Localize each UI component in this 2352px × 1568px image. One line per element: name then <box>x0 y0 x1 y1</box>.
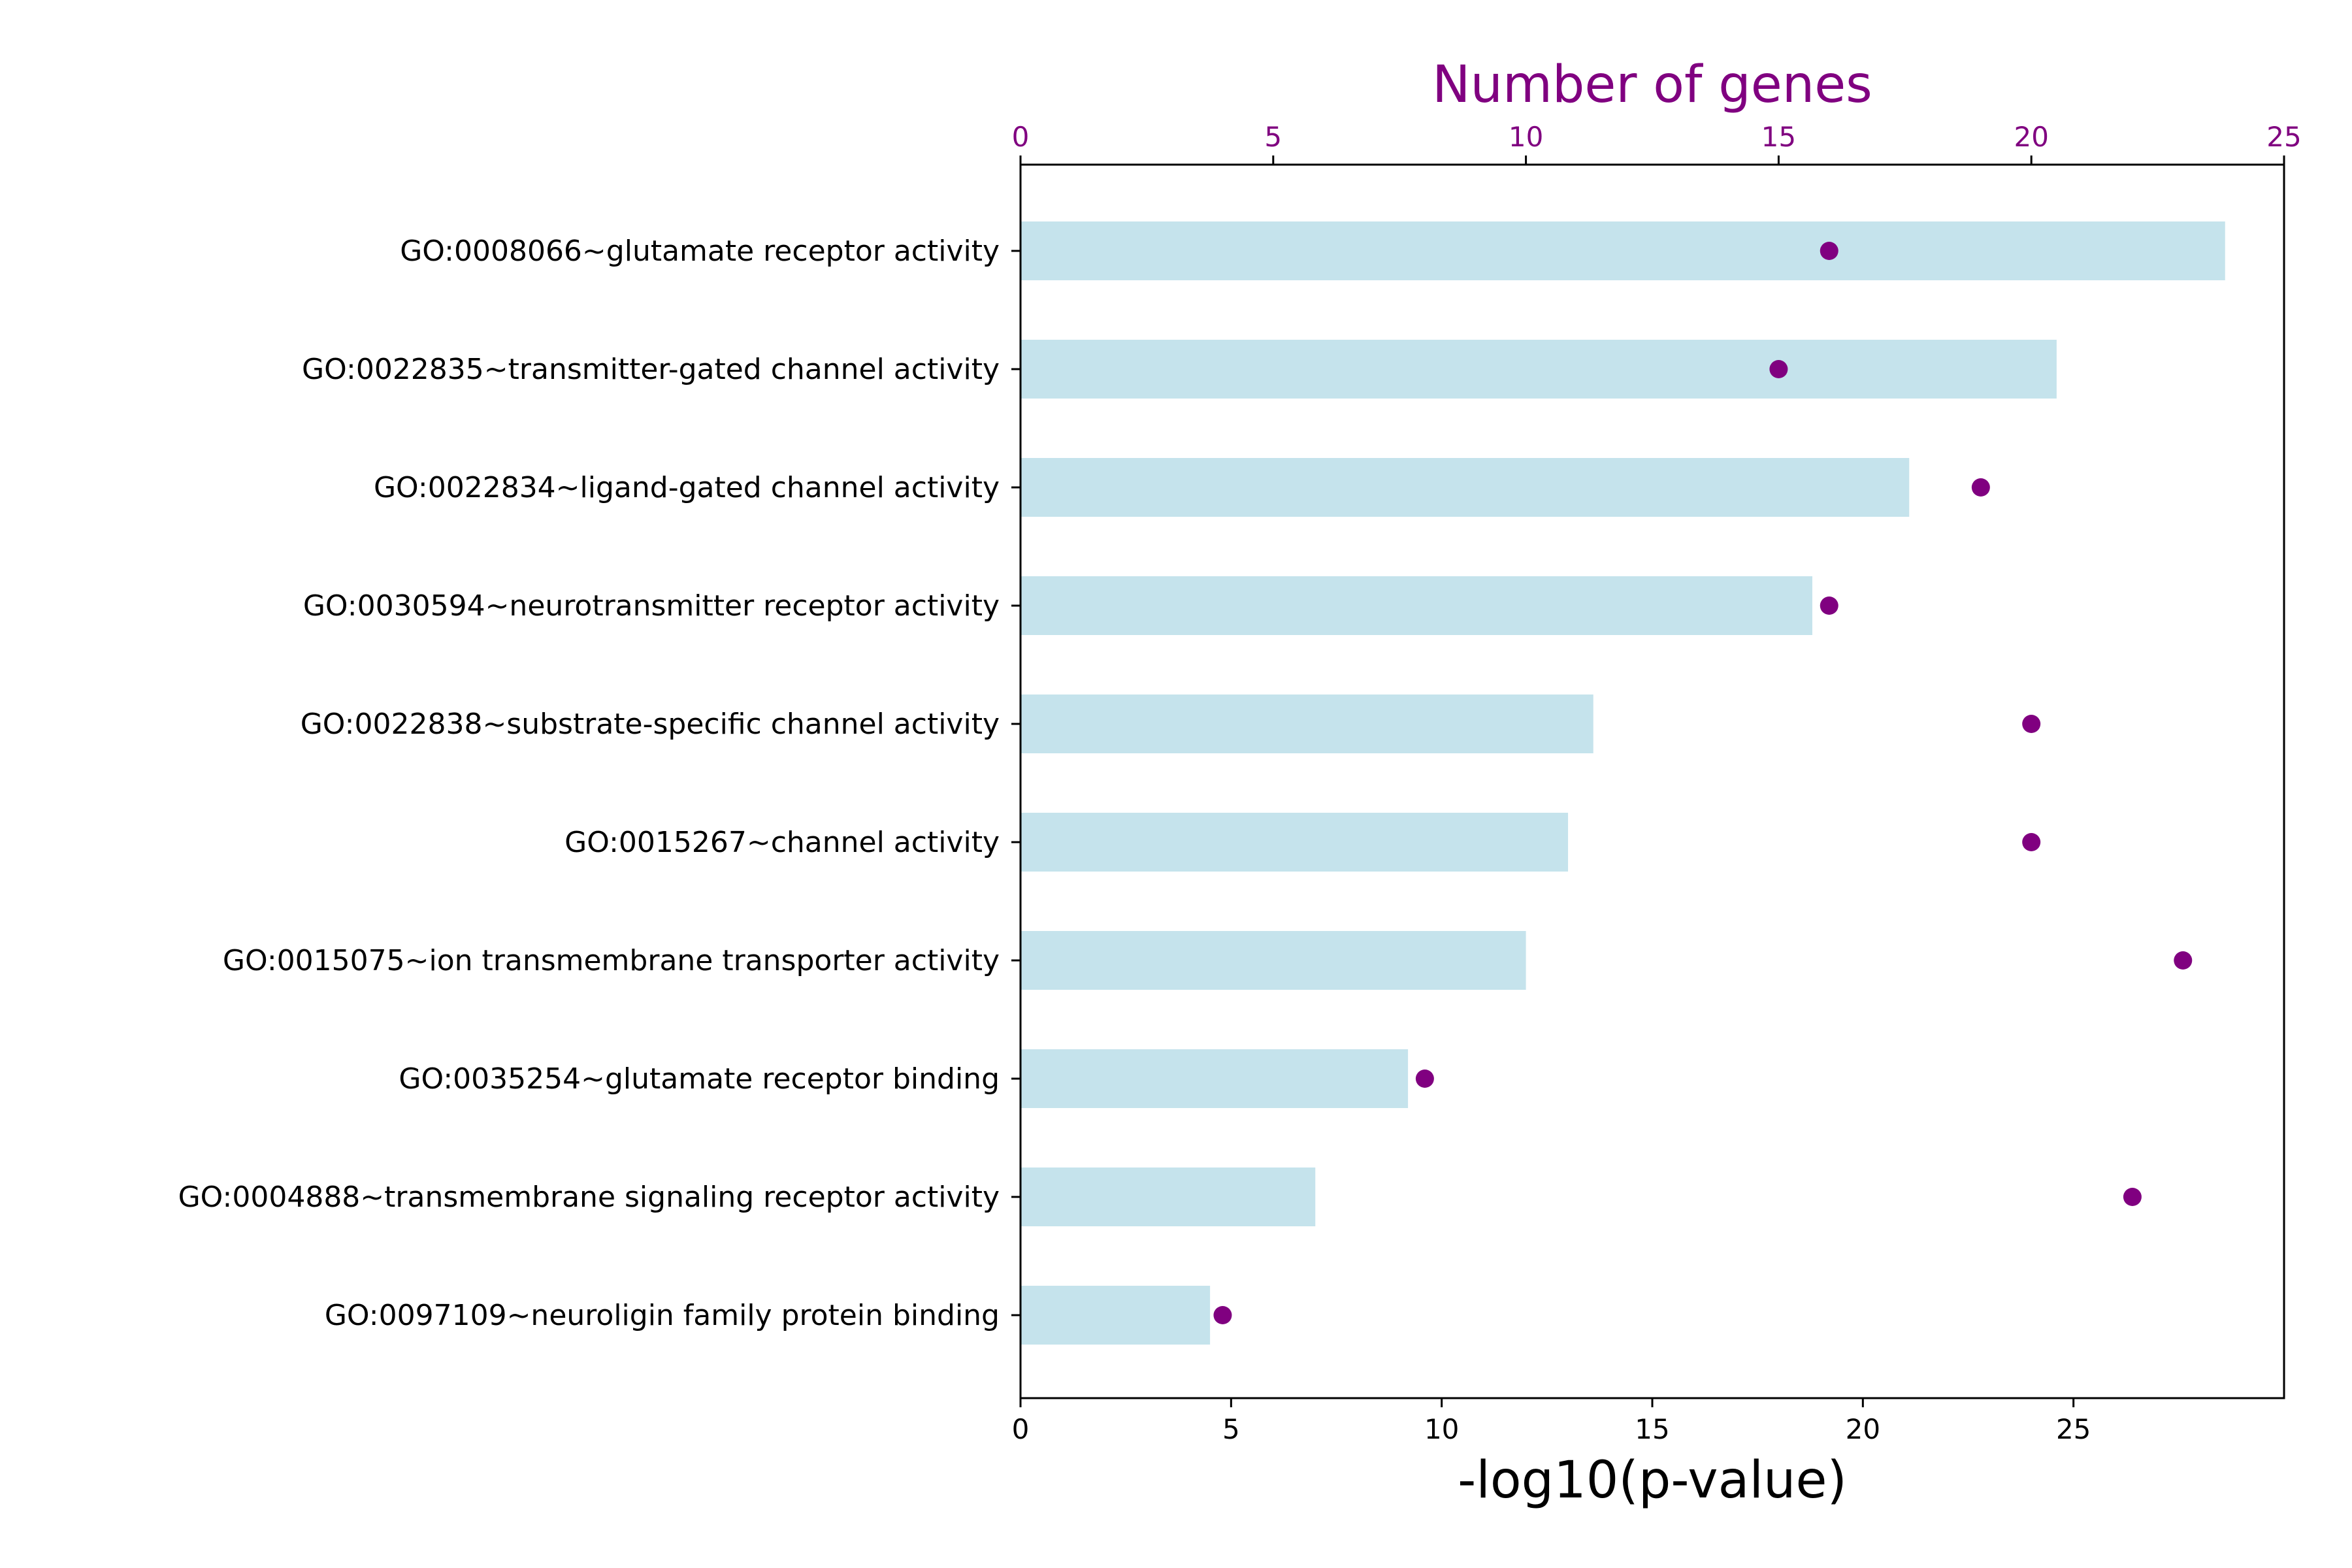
category-label-2: GO:0022834~ligand-gated channel activity <box>374 471 1000 504</box>
bar-7 <box>1021 1049 1409 1108</box>
gene-count-dot-9 <box>1213 1306 1232 1324</box>
top-axis-title: Number of genes <box>1432 56 1872 114</box>
category-label-9: GO:0097109~neuroligin family protein bin… <box>325 1299 1000 1332</box>
gene-count-dot-5 <box>2022 833 2041 851</box>
top-tick-label-0: 0 <box>1012 121 1030 153</box>
top-tick-label-5: 25 <box>2266 121 2301 153</box>
bar-9 <box>1021 1286 1211 1345</box>
bottom-axis: 0 5 10 15 20 25 <box>1012 1398 2091 1445</box>
x-axis-title: -log10(p-value) <box>1458 1451 1847 1510</box>
category-label-6: GO:0015075~ion transmembrane transporter… <box>223 944 1000 977</box>
category-axis: GO:0008066~glutamate receptor activity GO… <box>178 235 1021 1332</box>
top-tick-label-4: 20 <box>2014 121 2048 153</box>
bar-0 <box>1021 221 2225 280</box>
gene-count-dot-7 <box>1415 1070 1434 1088</box>
gene-count-dot-2 <box>1971 478 1990 497</box>
bottom-tick-label-1: 5 <box>1222 1413 1240 1445</box>
bottom-tick-label-0: 0 <box>1012 1413 1030 1445</box>
gene-count-dot-6 <box>2174 951 2193 970</box>
gene-count-dot-0 <box>1820 242 1838 260</box>
bar-1 <box>1021 340 2057 399</box>
top-tick-label-1: 5 <box>1264 121 1282 153</box>
bar-8 <box>1021 1168 1316 1226</box>
bottom-tick-label-3: 15 <box>1635 1413 1669 1445</box>
bottom-tick-label-4: 20 <box>1846 1413 1880 1445</box>
category-label-3: GO:0030594~neurotransmitter receptor act… <box>303 589 1000 623</box>
gene-count-dot-1 <box>1769 360 1788 378</box>
dots-layer <box>1213 242 2193 1324</box>
category-label-8: GO:0004888~transmembrane signaling recep… <box>178 1181 1000 1214</box>
gene-count-dot-4 <box>2022 715 2041 733</box>
category-label-5: GO:0015267~channel activity <box>564 826 1000 859</box>
bar-2 <box>1021 458 1910 517</box>
bar-6 <box>1021 931 1526 990</box>
top-axis: 0 5 10 15 20 25 <box>1012 121 2302 165</box>
top-tick-label-2: 10 <box>1509 121 1543 153</box>
bottom-tick-label-5: 25 <box>2056 1413 2091 1445</box>
category-label-7: GO:0035254~glutamate receptor binding <box>399 1062 1000 1096</box>
bar-3 <box>1021 576 1812 635</box>
category-label-1: GO:0022835~transmitter-gated channel act… <box>302 353 1000 386</box>
bar-4 <box>1021 694 1593 753</box>
bottom-tick-label-2: 10 <box>1424 1413 1459 1445</box>
category-label-4: GO:0022838~substrate-specific channel ac… <box>301 708 1000 741</box>
gene-count-dot-3 <box>1820 596 1838 615</box>
gene-count-dot-8 <box>2123 1188 2142 1206</box>
top-tick-label-3: 15 <box>1761 121 1796 153</box>
bars-layer <box>1021 221 2225 1345</box>
category-label-0: GO:0008066~glutamate receptor activity <box>400 235 1000 268</box>
bar-5 <box>1021 813 1569 872</box>
